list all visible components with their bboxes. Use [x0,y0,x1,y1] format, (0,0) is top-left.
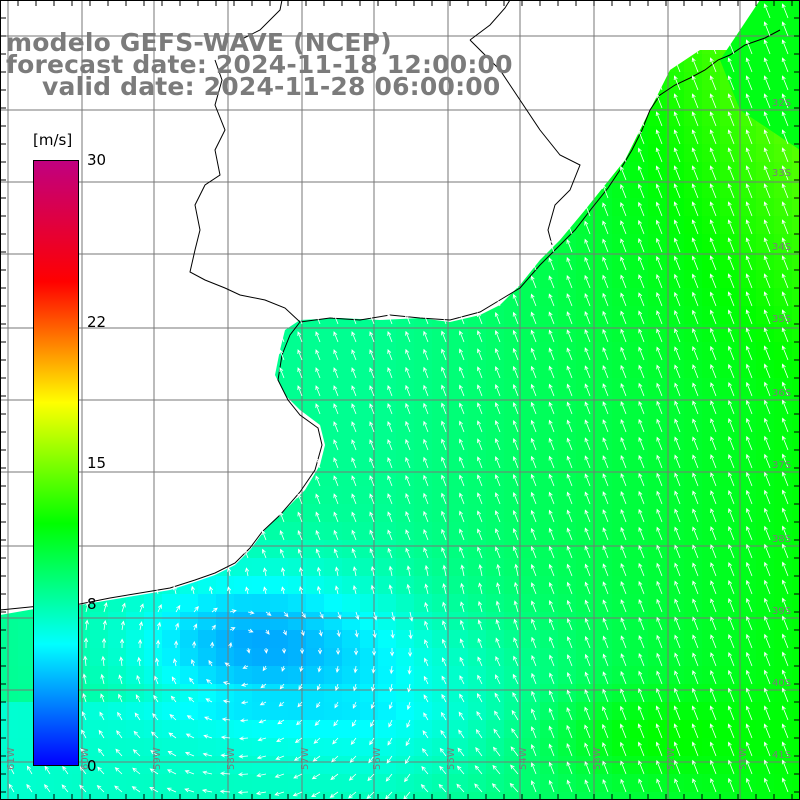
longitude-label: 60W [80,747,91,770]
latitude-label: 32S [772,98,791,109]
longitude-label: 54W [518,747,529,770]
latitude-label: 38S [772,534,791,545]
wind-vectors [8,3,789,800]
colorbar-tick-label: 22 [87,312,107,331]
latitude-label: 40S [772,678,791,689]
longitude-label: 53W [592,747,603,770]
coastline [0,0,781,611]
longitude-labels: 61W 60W 59W 58W 57W 56W 55W 54W 53W 52W 51W [6,747,749,770]
latitude-label: 35S [772,314,791,325]
latitude-label: 36S [772,388,791,399]
latitude-label: 33S [772,168,791,179]
valid-date: valid date: 2024-11-28 06:00:00 [42,72,501,101]
longitude-label: 56W [372,747,383,770]
model-title: modelo GEFS-WAVE (NCEP) [6,28,392,57]
latitude-label: 41S [772,750,791,761]
colorbar [33,160,79,766]
colorbar-tick-label: 15 [87,454,107,472]
longitude-label: 58W [226,747,237,770]
colorbar-gradient [34,161,78,765]
latitude-label: 34S [772,242,791,253]
longitude-label: 51W [738,747,749,770]
longitude-label: 61W [6,747,17,770]
latitude-label: 37S [772,460,791,471]
colorbar-tick-label: 0 [87,757,97,775]
longitude-label: 57W [300,747,311,770]
latitude-label: 39S [772,606,791,617]
longitude-label: 55W [446,747,457,770]
latitude-labels: 32S 33S 34S 35S 36S 37S 38S 39S 40S 41S [772,98,791,761]
longitude-label: 52W [666,747,677,770]
colorbar-tick-label: 8 [87,595,97,614]
longitude-label: 59W [152,747,163,770]
colorbar-unit: [m/s] [33,131,73,149]
colorbar-tick-label: 30 [87,151,107,169]
forecast-date: forecast date: 2024-11-18 12:00:00 [6,50,513,79]
